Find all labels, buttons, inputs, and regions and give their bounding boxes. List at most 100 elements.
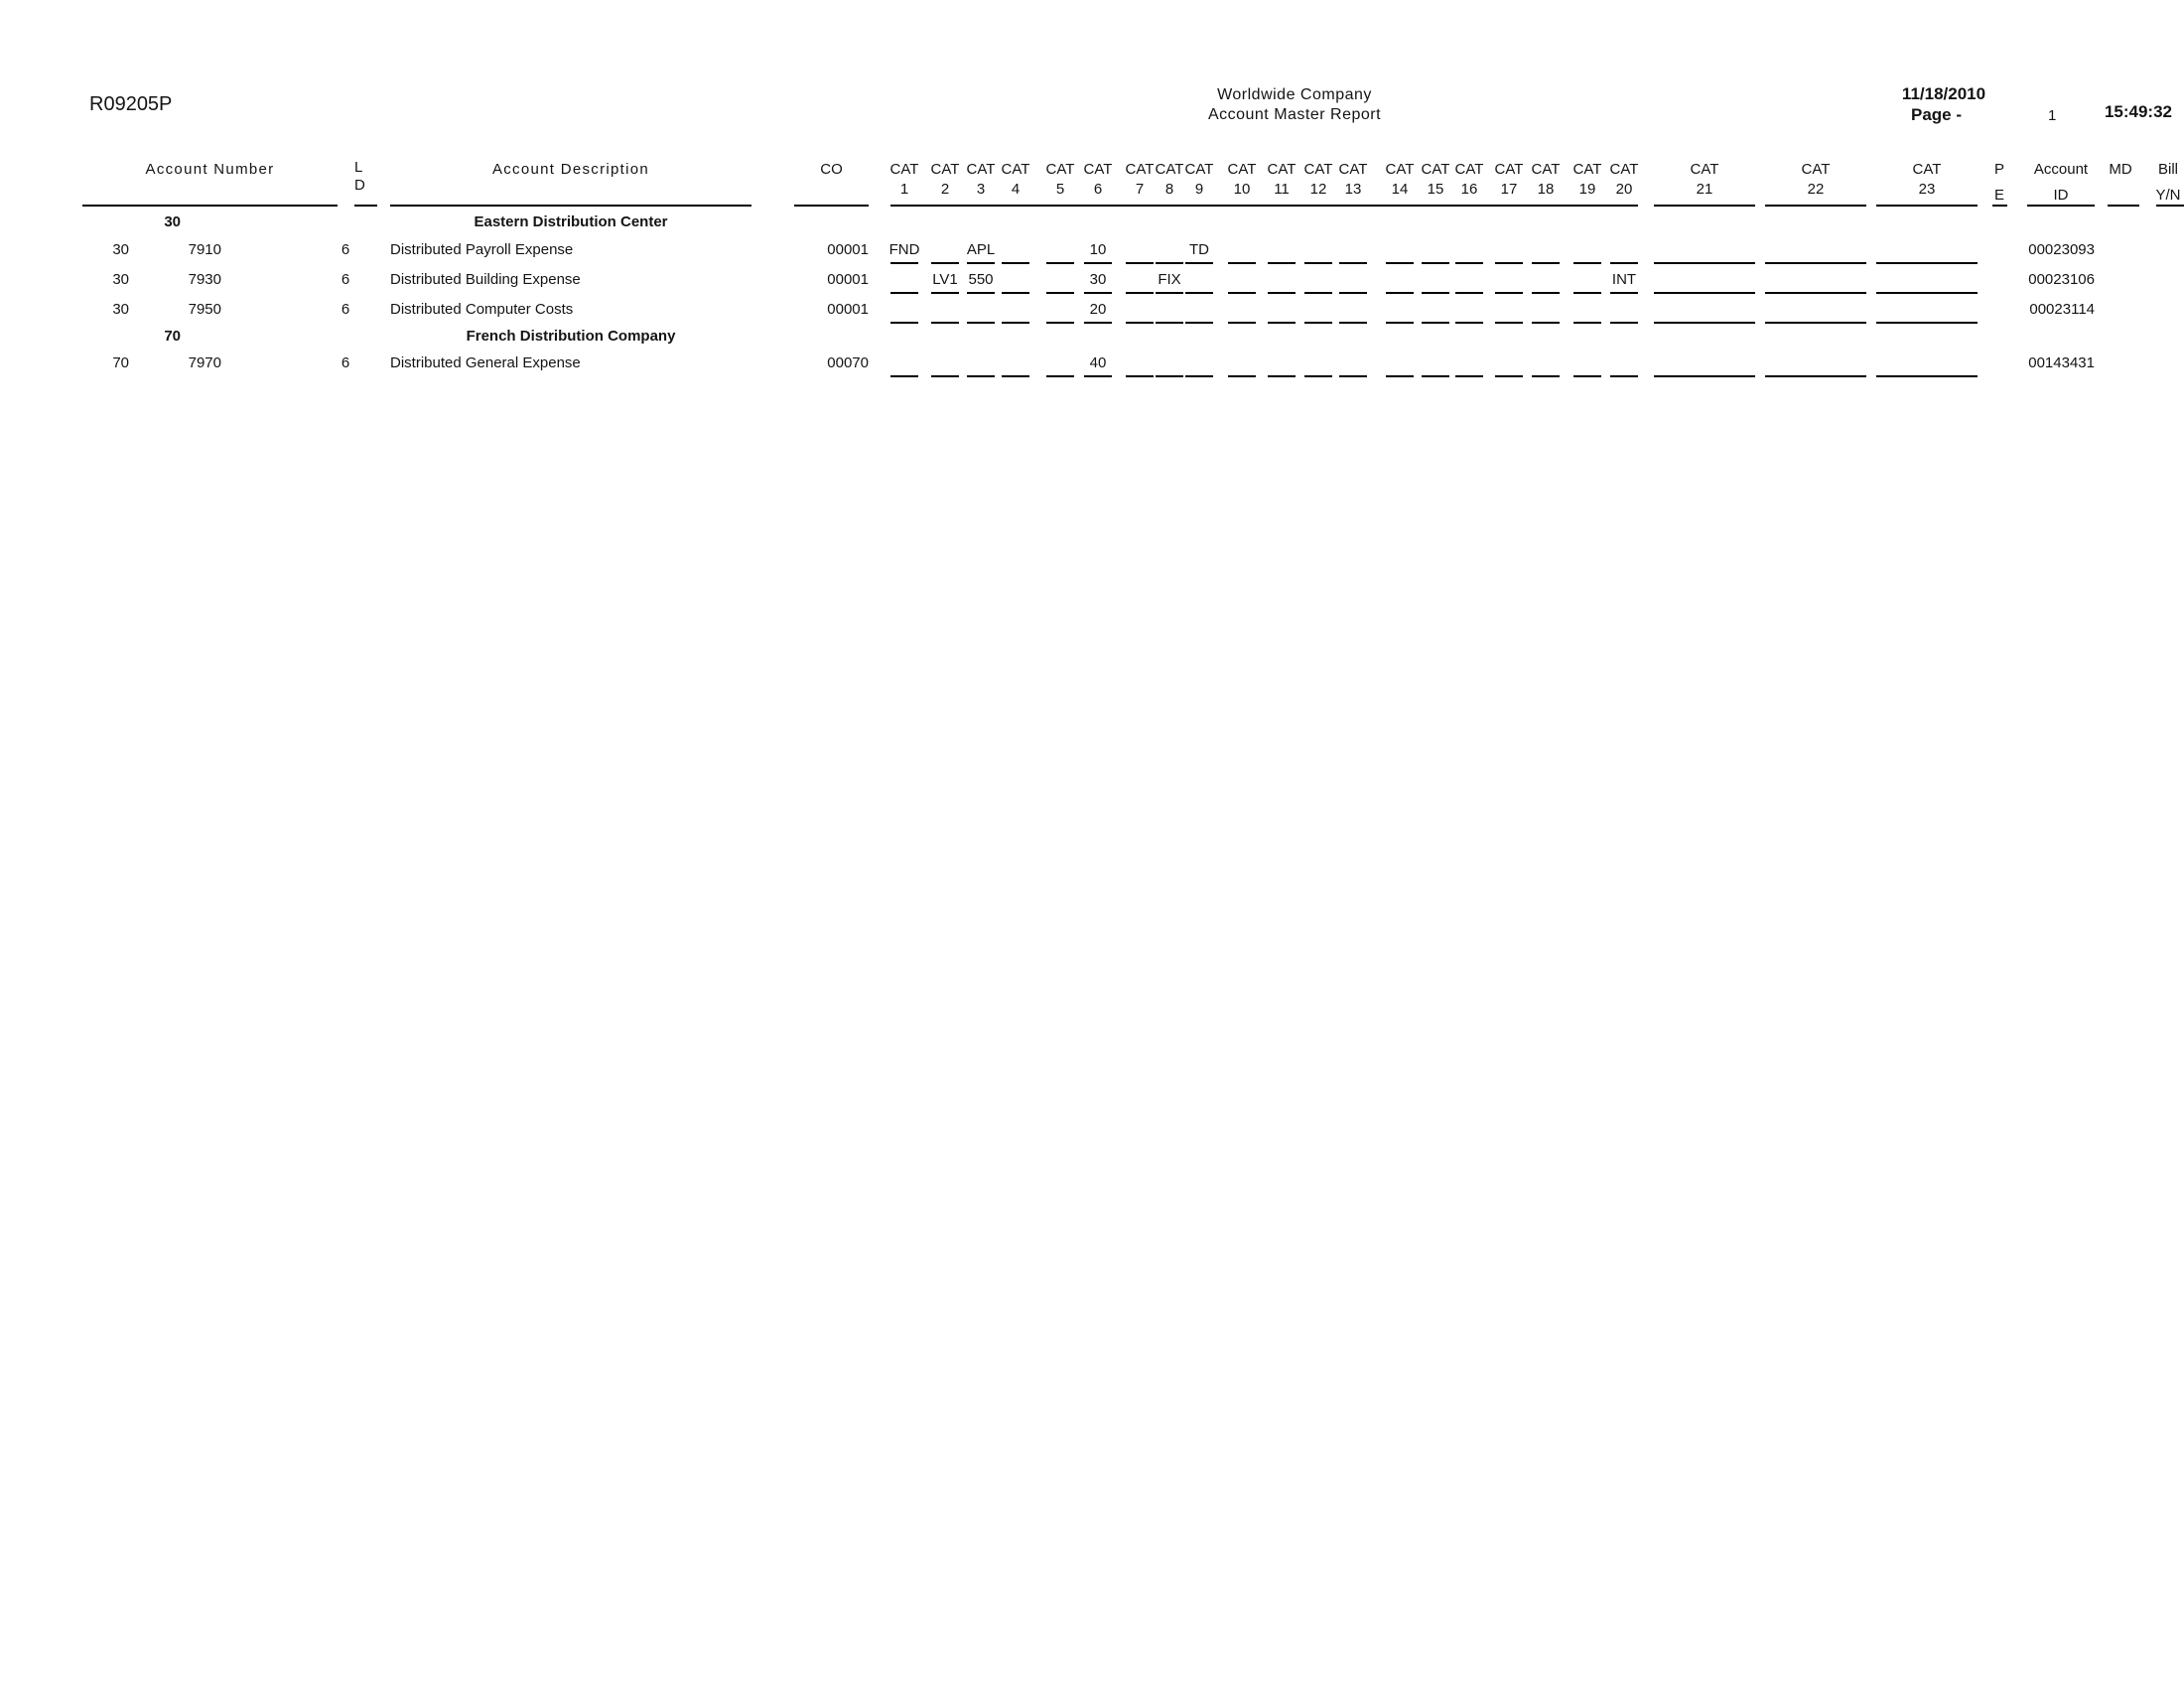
row-co: 00001 (827, 301, 869, 318)
cat-header-label: CAT (1155, 161, 1184, 178)
cat-underline (1573, 292, 1601, 294)
cat-header-label: CAT (1338, 161, 1368, 178)
cat-header-number: 15 (1427, 181, 1444, 198)
group-row-description: Eastern Distribution Center (474, 213, 668, 230)
cat-underline (1304, 375, 1332, 377)
cat-underline (1304, 292, 1332, 294)
cat-underline (931, 322, 959, 324)
cat-underline (1002, 262, 1029, 264)
cat-underline (1084, 262, 1112, 264)
cat-header-label: CAT (1045, 161, 1075, 178)
cat-underline (1268, 375, 1296, 377)
cat-header-number: 16 (1460, 181, 1478, 198)
cat-underline (1386, 375, 1414, 377)
cat-underline (1084, 322, 1112, 324)
col-ld-line1: L (354, 159, 363, 176)
cat-header-number: 3 (976, 181, 986, 198)
row-description: Distributed General Expense (390, 354, 581, 371)
cat-underline (1654, 375, 1755, 377)
row-ld: 6 (341, 241, 350, 258)
cat-underline (1339, 322, 1367, 324)
company-name: Worldwide Company (1217, 86, 1372, 103)
cat-underline (1765, 375, 1866, 377)
cat-header-label: CAT (1531, 161, 1561, 178)
cat-underline (1495, 322, 1523, 324)
header-rule (1654, 205, 1755, 207)
cat-underline (1386, 262, 1414, 264)
col-account-id-line1: Account (2033, 161, 2089, 178)
cat-underline (1455, 292, 1483, 294)
cat-value: TD (1189, 241, 1209, 258)
cat-underline (1455, 262, 1483, 264)
cat-underline (1228, 262, 1256, 264)
row-account-id: 00023114 (2029, 301, 2095, 318)
report-title: Account Master Report (1207, 106, 1382, 123)
cat-header-label: CAT (1083, 161, 1113, 178)
cat-underline (1268, 322, 1296, 324)
cat-underline (1610, 322, 1638, 324)
cat-header-number: 6 (1093, 181, 1103, 198)
cat-underline (1156, 262, 1183, 264)
col-md: MD (2109, 161, 2132, 178)
row-bu: 30 (112, 241, 129, 258)
header-rule (794, 205, 869, 207)
cat-underline (1002, 375, 1029, 377)
cat-underline (1876, 262, 1978, 264)
cat-underline (1185, 292, 1213, 294)
cat-underline (890, 262, 918, 264)
cat-underline (1268, 292, 1296, 294)
cat-header-number: 11 (1274, 181, 1290, 198)
cat-header-label: CAT (1184, 161, 1214, 178)
cat-underline (1002, 322, 1029, 324)
report-id: R09205P (89, 93, 173, 115)
cat-header-number: 18 (1537, 181, 1555, 198)
cat-underline (1876, 322, 1978, 324)
cat-underline (1654, 262, 1755, 264)
row-obj: 7910 (188, 241, 221, 258)
header-rule (2108, 205, 2139, 207)
cat-underline (1495, 375, 1523, 377)
cat-underline (967, 375, 995, 377)
cat-underline (1532, 262, 1560, 264)
cat-value: LV1 (932, 271, 958, 288)
header-rule (2156, 205, 2184, 207)
cat-header-label: CAT (1572, 161, 1602, 178)
cat-underline (1156, 292, 1183, 294)
cat-underline (1046, 292, 1074, 294)
cat-underline (1455, 322, 1483, 324)
cat-underline (1304, 322, 1332, 324)
cat-underline (1156, 375, 1183, 377)
row-co: 00001 (827, 271, 869, 288)
cat-underline (1339, 375, 1367, 377)
cat-underline (1386, 322, 1414, 324)
cat-header-number: 23 (1918, 181, 1936, 198)
header-rule (1876, 205, 1978, 207)
row-co: 00070 (827, 354, 869, 371)
cat-underline (1386, 292, 1414, 294)
cat-underline (1610, 375, 1638, 377)
cat-header-label: CAT (1494, 161, 1524, 178)
row-bu: 70 (112, 354, 129, 371)
cat-value: FND (888, 241, 920, 258)
cat-header-number: 13 (1344, 181, 1362, 198)
header-rule (890, 205, 1638, 207)
report-date: 11/18/2010 (1901, 84, 1986, 103)
cat-underline (1185, 322, 1213, 324)
cat-header-label: CAT (1227, 161, 1257, 178)
header-rule (1992, 205, 2007, 207)
cat-underline (1268, 262, 1296, 264)
page-number: 1 (2048, 107, 2057, 124)
cat-header-label: CAT (1454, 161, 1484, 178)
cat-underline (1495, 292, 1523, 294)
cat-header-number: 14 (1391, 181, 1409, 198)
cat-header-number: 8 (1164, 181, 1174, 198)
row-account-id: 00143431 (2028, 354, 2095, 371)
cat-underline (1610, 262, 1638, 264)
cat-underline (931, 292, 959, 294)
cat-header-number: 5 (1055, 181, 1065, 198)
row-obj: 7930 (188, 271, 221, 288)
row-co: 00001 (827, 241, 869, 258)
col-pe-line1: P (1993, 161, 2004, 178)
cat-header-number: 22 (1807, 181, 1825, 198)
cat-underline (931, 375, 959, 377)
